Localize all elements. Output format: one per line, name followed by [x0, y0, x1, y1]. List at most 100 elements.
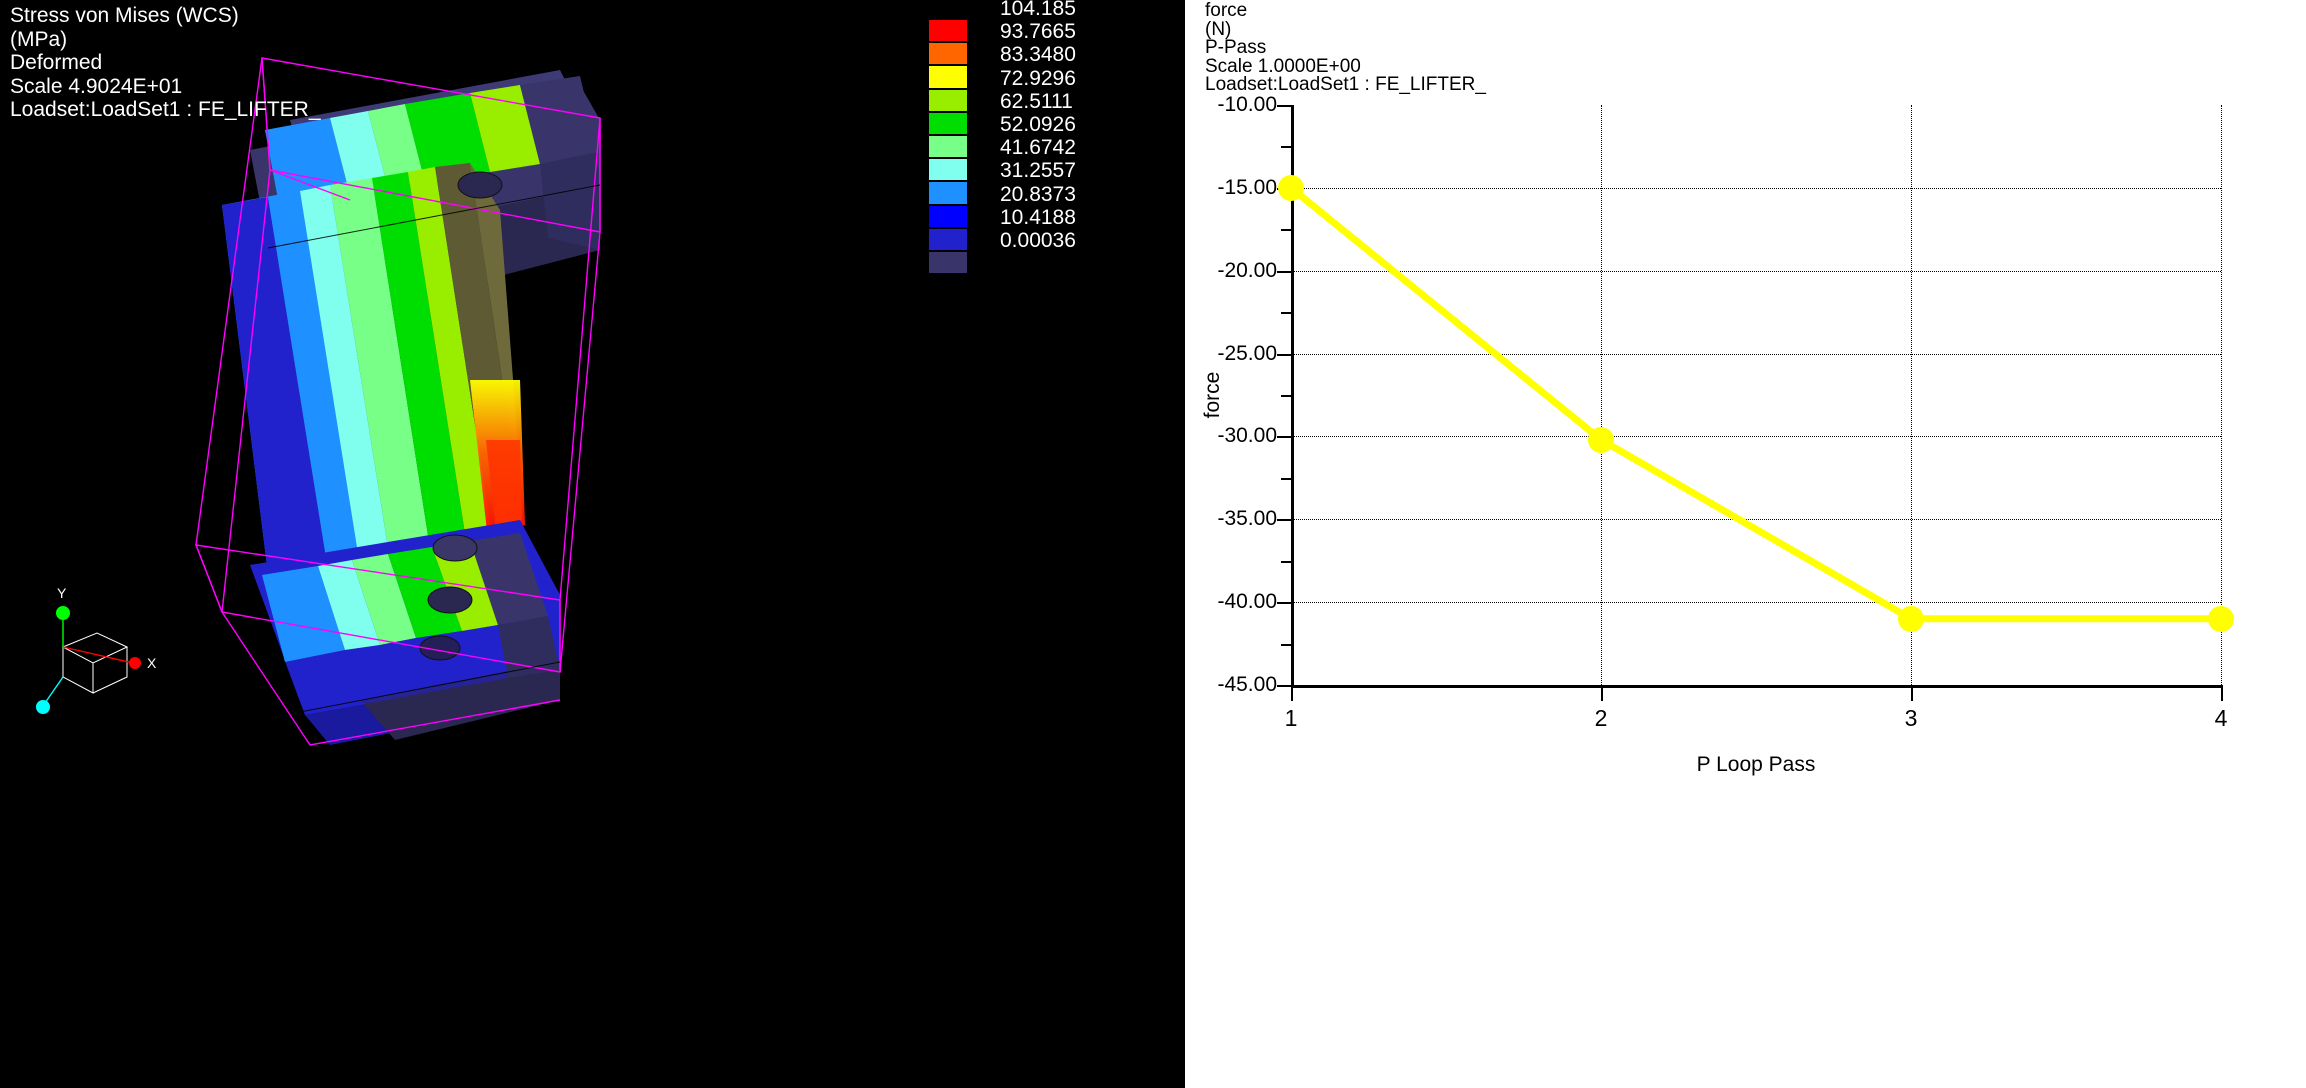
chart-annot-line-0: force	[1205, 0, 1248, 21]
y-tick-minor	[1281, 146, 1291, 149]
triad-x-label: X	[147, 655, 157, 671]
legend-value-9: 10.4188	[1000, 205, 1076, 229]
y-tick-label: -30.00	[1217, 424, 1277, 448]
triad-y-label: Y	[57, 585, 67, 601]
annot-line-3: Scale 4.9024E+01	[10, 74, 183, 98]
legend-value-4: 62.5111	[1000, 89, 1073, 113]
legend-value-6: 41.6742	[1000, 136, 1076, 160]
fea-3d-viewport[interactable]: Stress von Mises (WCS) (MPa) Deformed Sc…	[0, 0, 1185, 1088]
legend-value-0: 104.185	[1000, 0, 1076, 20]
y-tick-minor	[1281, 560, 1291, 563]
chart-annot-line-4: Loadset:LoadSet1 : FE_LIFTER_	[1205, 74, 1486, 95]
y-tick-label: -35.00	[1217, 507, 1277, 531]
annot-line-1: (MPa)	[10, 27, 68, 51]
x-tick	[2221, 685, 2223, 701]
y-tick-label: -20.00	[1217, 258, 1277, 282]
stress-color-legend: 104.185 93.7665 83.3480 72.9296 62.5111 …	[928, 0, 1128, 275]
y-tick-major	[1277, 602, 1291, 605]
horizontal-gridline	[1291, 353, 2221, 355]
x-tick-label: 4	[2214, 705, 2228, 731]
legend-value-8: 20.8373	[1000, 182, 1076, 206]
viewport-annotation: Stress von Mises (WCS) (MPa) Deformed Sc…	[10, 4, 321, 122]
horizontal-gridline	[1291, 270, 2221, 272]
y-tick-label: -10.00	[1217, 93, 1277, 116]
legend-swatch-6	[928, 158, 968, 182]
x-tick-label: 2	[1594, 705, 1608, 731]
legend-value-10: 0.00036	[1000, 228, 1076, 252]
data-point[interactable]	[1588, 426, 1614, 453]
y-tick-minor	[1281, 395, 1291, 397]
legend-swatch-5	[928, 134, 968, 159]
data-point[interactable]	[2208, 605, 2234, 632]
plot-area[interactable]: -10.00 -15.00 -20.00 -25.00 -30.00 -35.00 -40.…	[1201, 93, 2234, 776]
x-tick	[1601, 685, 1603, 701]
legend-swatch-1	[928, 42, 968, 66]
chart-annotation: force (N) P-Pass Scale 1.0000E+00 Loadse…	[1205, 0, 1486, 95]
y-tick-minor	[1281, 229, 1291, 232]
legend-row: 0.00036	[928, 229, 1128, 275]
triad-glyph	[36, 606, 141, 714]
data-point[interactable]	[1278, 174, 1304, 201]
legend-row: 20.8373	[928, 183, 1128, 228]
legend-swatch-10	[928, 250, 968, 275]
legend-swatch-0	[928, 19, 968, 43]
x-tick-label: 1	[1284, 705, 1298, 731]
legend-row: 52.0926	[928, 113, 1128, 159]
legend-swatch-4	[928, 111, 968, 135]
legend-swatch-7	[928, 181, 968, 205]
legend-value-3: 72.9296	[1000, 66, 1076, 90]
legend-row: 41.6742	[928, 136, 1128, 182]
y-tick-label: -40.00	[1217, 590, 1277, 614]
annot-line-2: Deformed	[10, 51, 103, 74]
legend-swatch-9	[928, 227, 968, 251]
horizontal-gridline	[1291, 519, 2221, 521]
y-tick-major	[1277, 270, 1291, 273]
y-tick-label: -25.00	[1217, 341, 1277, 365]
y-tick-major	[1277, 353, 1291, 356]
x-tick-label: 3	[1904, 705, 1918, 731]
y-tick-major	[1277, 519, 1291, 522]
axis-triad[interactable]: Y X	[35, 585, 185, 720]
y-tick-minor	[1281, 643, 1291, 646]
y-tick-label: -15.00	[1217, 175, 1277, 199]
chart-annot-line-2: P-Pass	[1205, 37, 1267, 58]
legend-row: 104.185	[928, 0, 1128, 43]
x-axis-label: P Loop Pass	[1696, 753, 1816, 776]
horizontal-gridline	[1291, 602, 2221, 604]
vertical-gridline	[1601, 105, 1602, 685]
chart-annot-line-1: (N)	[1205, 18, 1232, 40]
legend-swatch-8	[928, 204, 968, 228]
legend-value-7: 31.2557	[1000, 159, 1076, 183]
legend-row: 31.2557	[928, 159, 1128, 205]
y-tick-minor	[1281, 312, 1291, 315]
legend-value-2: 83.3480	[1000, 43, 1076, 67]
legend-value-1: 93.7665	[1000, 20, 1076, 44]
y-tick-major	[1277, 436, 1291, 439]
y-tick-minor	[1281, 477, 1291, 480]
triad-x-node	[129, 657, 141, 669]
data-point[interactable]	[1898, 605, 1924, 632]
triad-z-node	[36, 700, 50, 714]
y-tick-label: -45.00	[1217, 673, 1277, 696]
annot-line-4: Loadset:LoadSet1 : FE_LIFTER_	[10, 98, 321, 121]
y-tick-major	[1277, 105, 1291, 107]
y-axis-label: force	[1201, 371, 1224, 419]
horizontal-gridline	[1291, 187, 2221, 189]
y-tick-major	[1277, 685, 1291, 687]
legend-row: 62.5111	[928, 90, 1128, 135]
vertical-gridline	[1911, 105, 1912, 685]
vertical-gridline	[2221, 105, 2222, 685]
horizontal-gridline	[1291, 436, 2221, 438]
force-vs-ppass-chart-pane[interactable]: force (N) P-Pass Scale 1.0000E+00 Loadse…	[1185, 0, 2306, 1088]
annot-line-0: Stress von Mises (WCS)	[10, 4, 239, 27]
series-line	[1291, 185, 2221, 623]
x-axis-line	[1291, 685, 2221, 688]
legend-swatch-2	[928, 65, 968, 89]
triad-y-node	[56, 606, 70, 620]
legend-value-5: 52.0926	[1000, 112, 1076, 136]
x-tick	[1291, 685, 1293, 701]
legend-row: 93.7665	[928, 20, 1128, 66]
legend-row: 10.4188	[928, 206, 1128, 251]
legend-swatch-3	[928, 88, 968, 112]
